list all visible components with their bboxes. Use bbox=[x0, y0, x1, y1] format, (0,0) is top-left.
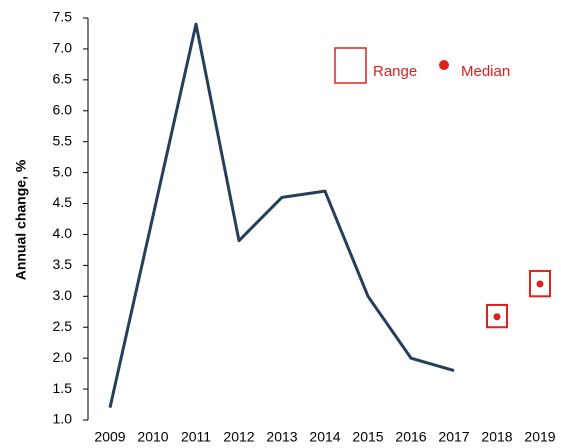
y-tick-label: 3.0 bbox=[53, 287, 73, 303]
median-dot bbox=[493, 313, 501, 321]
y-tick-label: 6.0 bbox=[53, 101, 73, 117]
legend-range-swatch bbox=[334, 47, 367, 84]
median-dot bbox=[536, 280, 544, 288]
y-tick-label: 1.5 bbox=[53, 380, 73, 396]
y-tick-label: 2.0 bbox=[53, 349, 73, 365]
y-tick-label: 4.0 bbox=[53, 225, 73, 241]
y-tick-label: 5.5 bbox=[53, 132, 73, 148]
y-tick-label: 1.0 bbox=[53, 411, 73, 427]
x-tick-label: 2015 bbox=[352, 429, 383, 445]
range-box bbox=[529, 269, 551, 298]
y-tick-label: 2.5 bbox=[53, 318, 73, 334]
x-tick-label: 2019 bbox=[524, 429, 555, 445]
legend-median-swatch bbox=[439, 60, 449, 70]
x-tick-label: 2012 bbox=[223, 429, 254, 445]
y-tick-label: 7.0 bbox=[53, 40, 73, 56]
x-tick-label: 2016 bbox=[395, 429, 426, 445]
y-axis-label: Annual change, % bbox=[13, 159, 29, 280]
x-tick-label: 2018 bbox=[481, 429, 512, 445]
y-tick-label: 4.5 bbox=[53, 194, 73, 210]
y-tick-label: 6.5 bbox=[53, 71, 73, 87]
x-tick-label: 2010 bbox=[137, 429, 168, 445]
x-tick-label: 2017 bbox=[438, 429, 469, 445]
y-tick-label: 5.0 bbox=[53, 163, 73, 179]
legend-range: Range bbox=[373, 63, 417, 80]
x-tick-label: 2013 bbox=[266, 429, 297, 445]
legend-median: Median bbox=[461, 63, 510, 80]
x-tick-label: 2009 bbox=[94, 429, 125, 445]
y-tick-label: 3.5 bbox=[53, 256, 73, 272]
line-series bbox=[108, 22, 455, 408]
x-tick-label: 2011 bbox=[181, 429, 211, 445]
y-tick-label: 7.5 bbox=[53, 9, 73, 25]
range-box bbox=[486, 303, 508, 329]
x-tick-label: 2014 bbox=[309, 429, 340, 445]
